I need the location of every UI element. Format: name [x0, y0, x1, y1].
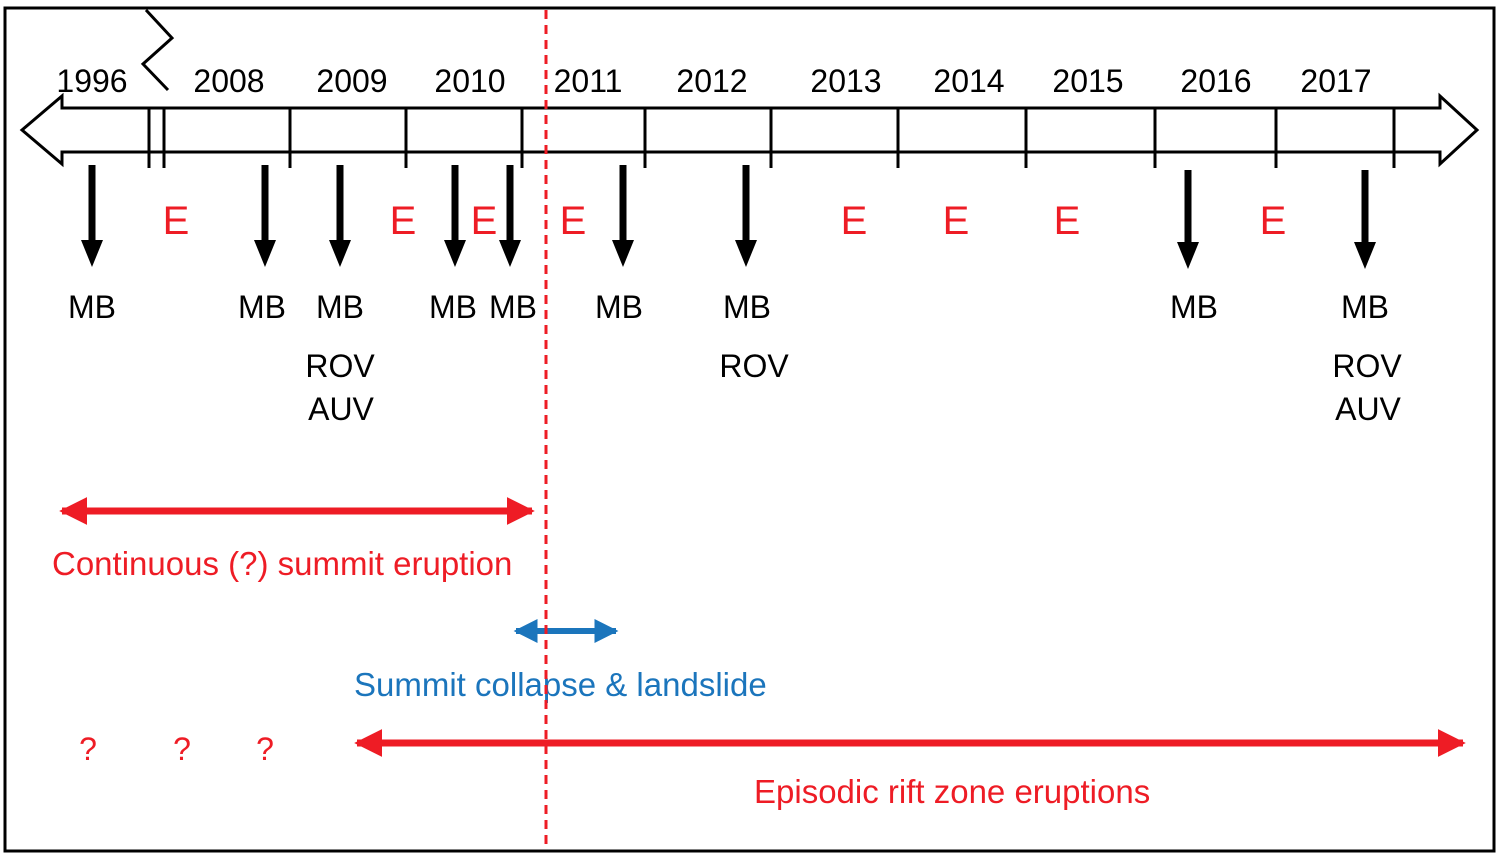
timeline-ticks [147, 108, 1396, 168]
eruption-marker: E [390, 199, 417, 243]
survey-arrow [444, 165, 466, 267]
survey-label: MB [238, 289, 286, 325]
year-label: 2017 [1300, 63, 1371, 99]
survey-arrow [1354, 170, 1376, 269]
year-labels: 1996 2008 2009 2010 2011 2012 2013 2014 … [56, 63, 1371, 99]
survey-label: MB [723, 289, 771, 325]
collapse-label: Summit collapse & landslide [354, 666, 767, 703]
eruption-marker: E [1054, 199, 1081, 243]
rift-eruptions-label: Episodic rift zone eruptions [754, 773, 1150, 810]
year-label: 2015 [1052, 63, 1123, 99]
survey-arrows [81, 165, 1376, 269]
survey-label: AUV [308, 391, 374, 427]
survey-label: MB [68, 289, 116, 325]
year-label: 2010 [434, 63, 505, 99]
survey-arrow [499, 165, 521, 267]
survey-arrow [612, 165, 634, 267]
survey-label: MB [316, 289, 364, 325]
axis-break-mark [140, 8, 175, 92]
diagram-border [3, 6, 1496, 853]
year-label: 2009 [316, 63, 387, 99]
eruption-markers: E E E E E E E E [163, 199, 1287, 243]
eruption-marker: E [1260, 199, 1287, 243]
survey-arrow [254, 165, 276, 267]
year-label: 2014 [933, 63, 1004, 99]
survey-label: ROV [719, 348, 789, 384]
survey-label: MB [429, 289, 477, 325]
eruption-marker: E [560, 199, 587, 243]
year-label: 1996 [56, 63, 127, 99]
survey-arrow [329, 165, 351, 267]
year-label: 2013 [810, 63, 881, 99]
summit-eruption-label: Continuous (?) summit eruption [52, 545, 512, 582]
eruption-marker: E [471, 199, 498, 243]
survey-arrow [735, 165, 757, 267]
year-label: 2008 [193, 63, 264, 99]
survey-labels: MB MB MB ROV AUV MB MB MB MB ROV MB MB R… [68, 289, 1402, 427]
survey-label: ROV [305, 348, 375, 384]
survey-arrow [81, 165, 103, 267]
timeline-axis [19, 92, 1480, 168]
survey-arrow [1177, 170, 1199, 269]
survey-label: MB [595, 289, 643, 325]
eruption-marker: E [943, 199, 970, 243]
year-label: 2012 [676, 63, 747, 99]
survey-label: MB [1170, 289, 1218, 325]
unknown-marks: ? ? ? [79, 731, 274, 767]
eruption-marker: E [841, 199, 868, 243]
survey-label: AUV [1335, 391, 1401, 427]
year-label: 2016 [1180, 63, 1251, 99]
survey-label: MB [489, 289, 537, 325]
unknown-mark: ? [173, 731, 191, 767]
eruption-marker: E [163, 199, 190, 243]
survey-label: MB [1341, 289, 1389, 325]
year-label: 2011 [554, 63, 623, 99]
survey-label: ROV [1332, 348, 1402, 384]
unknown-mark: ? [79, 731, 97, 767]
unknown-mark: ? [256, 731, 274, 767]
